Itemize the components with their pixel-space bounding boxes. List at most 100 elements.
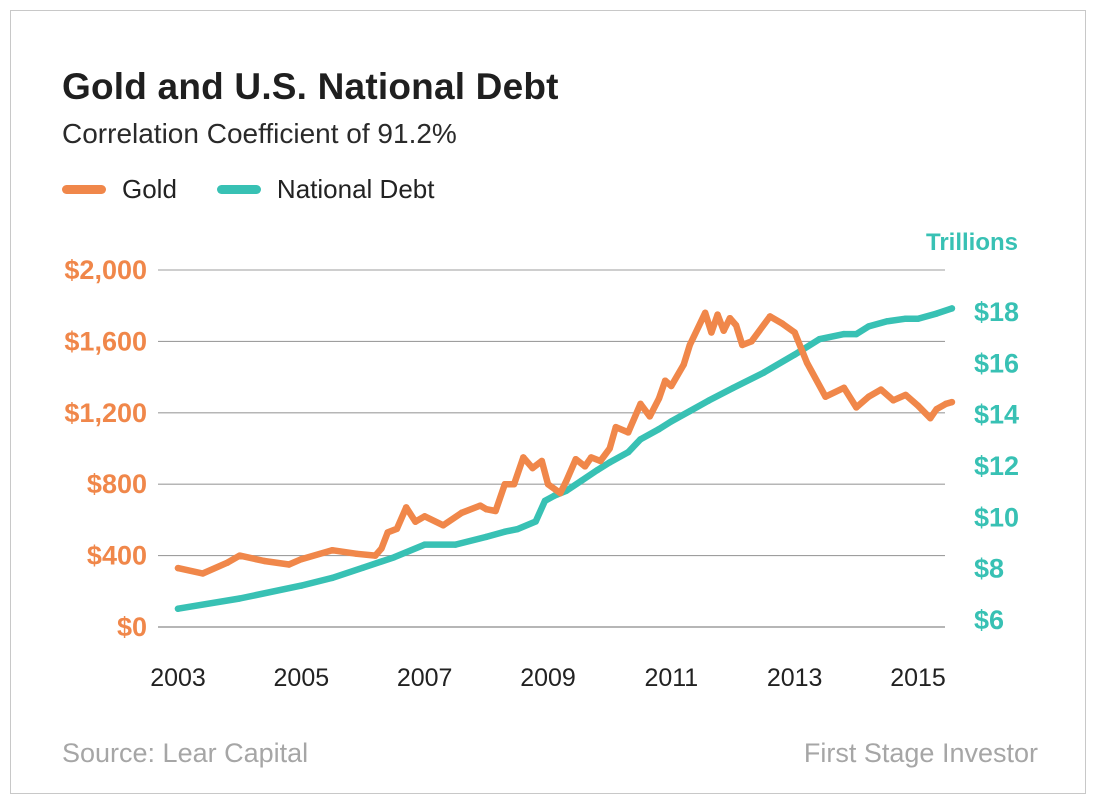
data-point-gold [572,456,579,463]
data-point-gold [914,402,922,409]
y-right-axis-label: Trillions [926,229,1018,256]
data-point-gold [877,386,885,393]
data-point-gold [726,314,734,322]
data-point-gold [412,518,419,525]
data-point-debt [816,336,823,343]
data-point-gold [933,406,940,413]
data-point-gold [597,457,604,465]
data-point-gold [378,545,385,552]
data-point-gold [199,570,206,577]
data-point-gold [510,481,518,488]
data-point-gold [791,329,798,336]
data-point-debt [594,466,601,474]
data-point-gold [587,454,595,461]
data-point-debt [914,315,922,322]
data-point-debt [637,436,644,443]
data-point-debt [359,564,367,571]
data-point-debt [501,528,509,535]
legend: Gold National Debt [62,172,474,206]
data-point-gold [606,445,613,452]
data-point-gold [492,507,499,515]
data-point-debt [686,407,694,415]
data-point-gold [298,555,305,563]
data-point-gold [927,414,934,422]
data-point-gold [236,552,243,559]
x-tick-label: 2007 [397,664,453,692]
y-left-tick-label: $2,000 [64,255,147,285]
data-point-debt [705,397,712,405]
data-point-debt [668,418,675,425]
data-point-gold [624,429,632,436]
data-point-gold [732,322,740,329]
data-point-debt [853,330,860,338]
y-left-tick-label: $800 [87,469,147,499]
data-point-gold [803,359,811,367]
x-tick-label: 2009 [520,664,576,692]
y-right-tick-label: $6 [974,605,1004,635]
y-left-tick-label: $1,600 [64,326,147,356]
data-point-debt [236,595,243,602]
y-right-tick-label: $16 [974,348,1019,378]
data-point-gold [421,513,428,520]
data-point-gold [538,457,546,465]
data-point-gold [393,525,401,533]
data-point-gold [853,404,860,411]
data-point-gold [501,481,509,488]
data-point-gold [702,309,709,317]
x-tick-label: 2015 [890,664,946,692]
data-point-gold [714,311,721,318]
legend-swatch-gold [62,184,106,194]
data-point-gold [353,550,361,558]
legend-swatch-debt [216,184,261,194]
x-tick-label: 2005 [274,664,330,692]
legend-label-gold: Gold [122,173,177,204]
data-point-debt [760,369,768,376]
data-point-debt [328,574,336,582]
y-left-tick-label: $400 [87,541,147,571]
data-point-debt [791,351,798,358]
x-tick-label: 2013 [767,664,823,692]
y-right-tick-label: $12 [974,451,1019,481]
data-point-gold [384,529,391,536]
data-point-gold [748,338,755,345]
series-line-gold [174,309,956,577]
data-point-gold [557,489,564,497]
source-note: Source: Lear Capital [62,738,309,768]
data-point-gold [890,397,897,404]
data-point-debt [513,525,521,533]
data-point-gold [822,393,829,400]
data-point-gold [581,463,589,470]
data-point-debt [933,310,940,317]
data-point-gold [612,423,620,431]
data-point-debt [902,315,909,322]
data-point-gold [655,395,663,402]
y-left-tick-label: $1,200 [64,398,147,428]
y-right-tick-label: $10 [974,502,1019,532]
chart-subtitle: Correlation Coefficient of 91.2% [62,118,457,149]
data-point-gold [402,504,410,511]
data-point-debt [729,384,737,392]
y-left-tick-label: $0 [117,612,147,642]
data-point-gold [865,393,872,400]
data-point-debt [948,305,956,312]
data-point-gold [520,454,527,461]
data-point-gold [328,547,336,554]
data-point-gold [483,505,490,513]
x-tick-label: 2003 [150,664,206,692]
data-point-gold [563,477,570,484]
data-point-gold [285,561,293,568]
data-point-gold [942,400,949,408]
data-point-debt [452,541,459,548]
chart-title: Gold and U.S. National Debt [62,66,559,107]
data-point-debt [578,477,586,484]
legend-label-debt: National Debt [276,173,435,204]
data-point-gold [720,327,727,334]
data-point-gold [766,313,774,320]
data-point-debt [532,518,539,525]
data-point-debt [483,533,490,541]
data-point-gold [261,557,268,565]
data-point-gold [902,391,909,399]
data-point-debt [865,323,872,330]
data-point-gold [680,361,687,368]
